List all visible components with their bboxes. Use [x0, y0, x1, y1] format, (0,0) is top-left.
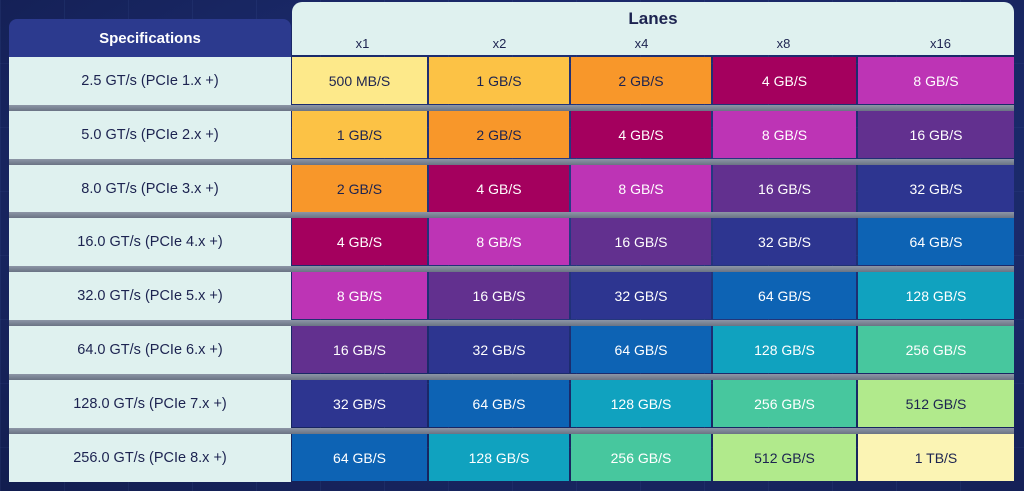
bandwidth-cell: 32 GB/S [858, 165, 1014, 212]
bandwidth-cell: 500 MB/S [292, 57, 427, 104]
bandwidth-cell: 32 GB/S [429, 326, 569, 373]
bandwidth-cell: 256 GB/S [858, 326, 1014, 373]
bandwidth-cell: 4 GB/S [429, 165, 569, 212]
row-separator [9, 428, 1014, 434]
row-separator [9, 374, 1014, 380]
bandwidth-cell: 64 GB/S [292, 434, 427, 481]
bandwidth-cell: 512 GB/S [713, 434, 856, 481]
bandwidth-cell: 128 GB/S [429, 434, 569, 481]
bandwidth-cell: 16 GB/S [571, 218, 711, 265]
bandwidth-cell: 64 GB/S [858, 218, 1014, 265]
lane-label-x1: x1 [355, 36, 370, 51]
spec-cell: 64.0 GT/s (PCIe 6.x +) [77, 341, 223, 358]
bandwidth-cell: 1 GB/S [292, 111, 427, 158]
bandwidth-cell: 32 GB/S [292, 380, 427, 427]
row-separator [9, 266, 1014, 272]
spec-cell: 256.0 GT/s (PCIe 8.x +) [73, 449, 227, 466]
lanes-header [292, 2, 1014, 55]
bandwidth-cell: 4 GB/S [292, 218, 427, 265]
bandwidth-cell: 1 GB/S [429, 57, 569, 104]
bandwidth-cell: 32 GB/S [571, 272, 711, 319]
bandwidth-cell: 128 GB/S [858, 272, 1014, 319]
lane-label-x8: x8 [776, 36, 791, 51]
bandwidth-cell: 128 GB/S [571, 380, 711, 427]
lanes-title: Lanes [628, 9, 678, 28]
bandwidth-cell: 256 GB/S [713, 380, 856, 427]
bandwidth-cell: 2 GB/S [292, 165, 427, 212]
lane-label-x4: x4 [634, 36, 649, 51]
bandwidth-cell: 32 GB/S [713, 218, 856, 265]
bandwidth-cell: 512 GB/S [858, 380, 1014, 427]
bandwidth-cell: 16 GB/S [429, 272, 569, 319]
bandwidth-cell: 64 GB/S [429, 380, 569, 427]
row-separator [9, 159, 1014, 165]
bandwidth-cell: 2 GB/S [571, 57, 711, 104]
specifications-header: Specifications [9, 19, 291, 57]
bandwidth-cell: 16 GB/S [713, 165, 856, 212]
bandwidth-cell: 8 GB/S [571, 165, 711, 212]
bandwidth-cell: 64 GB/S [713, 272, 856, 319]
bandwidth-cell: 256 GB/S [571, 434, 711, 481]
bandwidth-cell: 8 GB/S [429, 218, 569, 265]
bandwidth-cell: 16 GB/S [858, 111, 1014, 158]
bandwidth-cell: 1 TB/S [858, 434, 1014, 481]
spec-cell: 128.0 GT/s (PCIe 7.x +) [73, 395, 227, 412]
spec-cell: 5.0 GT/s (PCIe 2.x +) [81, 126, 219, 143]
bandwidth-cell: 4 GB/S [713, 57, 856, 104]
lane-label-x16: x16 [930, 36, 951, 51]
bandwidth-cell: 8 GB/S [858, 57, 1014, 104]
bandwidth-cell: 16 GB/S [292, 326, 427, 373]
bandwidth-cell: 8 GB/S [713, 111, 856, 158]
spec-cell: 16.0 GT/s (PCIe 4.x +) [77, 233, 223, 250]
row-separator [9, 320, 1014, 326]
spec-cell: 2.5 GT/s (PCIe 1.x +) [81, 72, 219, 89]
spec-cell: 32.0 GT/s (PCIe 5.x +) [77, 287, 223, 304]
row-separator [9, 212, 1014, 218]
row-separator [9, 105, 1014, 111]
bandwidth-cell: 8 GB/S [292, 272, 427, 319]
bandwidth-cell: 64 GB/S [571, 326, 711, 373]
lane-label-x2: x2 [492, 36, 507, 51]
bandwidth-cell: 128 GB/S [713, 326, 856, 373]
spec-cell: 8.0 GT/s (PCIe 3.x +) [81, 180, 219, 197]
bandwidth-cell: 2 GB/S [429, 111, 569, 158]
bandwidth-cell: 4 GB/S [571, 111, 711, 158]
